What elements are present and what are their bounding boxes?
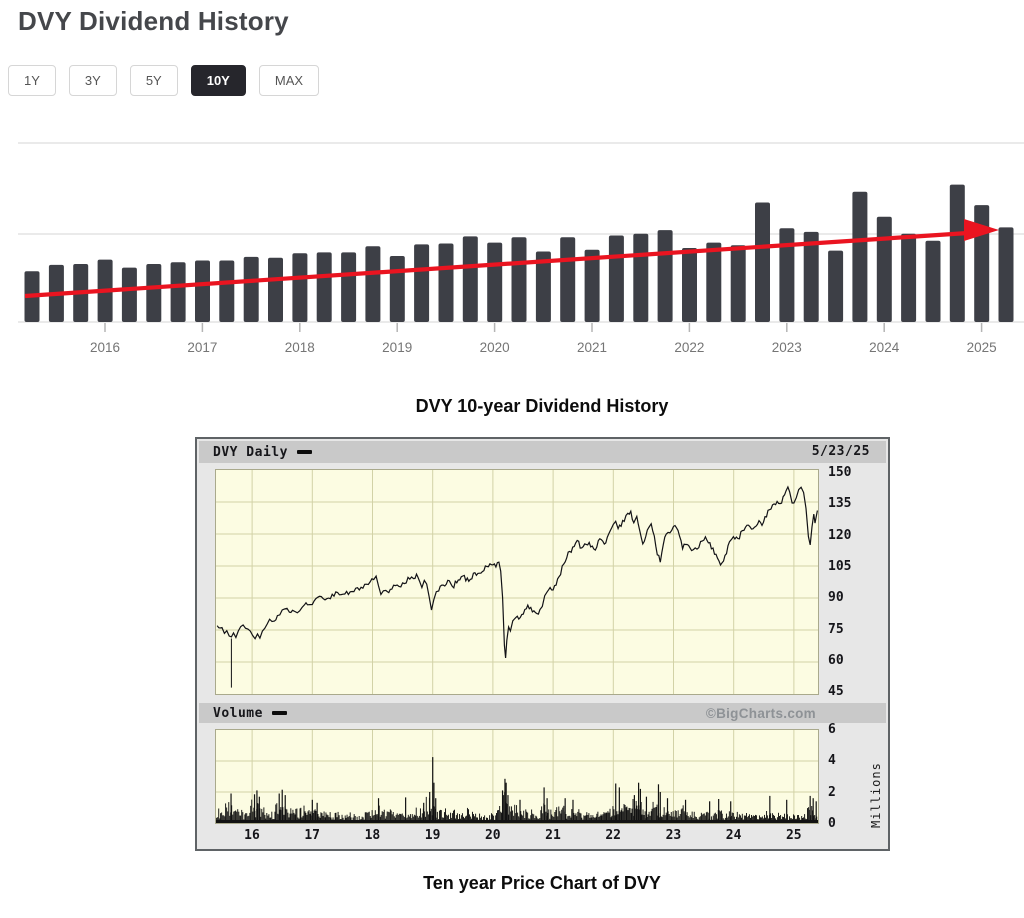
year-axis-tick-label: 24 [725, 828, 742, 843]
price-pane-header: DVY Daily 5/23/25 [199, 441, 886, 463]
svg-text:2018: 2018 [285, 340, 315, 355]
price-axis-tick-label: 105 [828, 559, 852, 574]
page-title: DVY Dividend History [18, 6, 289, 36]
bigcharts-watermark: ©BigCharts.com [705, 705, 816, 721]
svg-text:2017: 2017 [187, 340, 217, 355]
volume-axis-unit-label: Millions [869, 762, 883, 828]
price-axis-tick-label: 90 [828, 590, 844, 606]
price-chart-frame: DVY Daily 5/23/25 150 135 120 105 90 75 60 45 V… [195, 437, 890, 851]
svg-text:2021: 2021 [577, 340, 607, 355]
dividend-bars [24, 184, 1014, 322]
dividend-history-bar-chart: 2016 2017 2018 2019 2020 2021 2022 2023 2024 2025 [18, 142, 1024, 355]
range-button-1y[interactable]: 1Y [8, 65, 56, 96]
svg-text:2016: 2016 [90, 340, 120, 355]
year-axis-tick-label: 25 [785, 828, 802, 843]
price-axis-tick-label: 120 [828, 527, 852, 543]
price-axis-tick-label: 60 [828, 653, 844, 668]
price-axis-tick-label: 135 [828, 496, 852, 512]
svg-text:2025: 2025 [967, 340, 997, 355]
price-axis-tick-label: 45 [828, 684, 844, 700]
year-axis-tick-label: 19 [424, 828, 441, 843]
chart-date-label: 5/23/25 [811, 444, 870, 459]
svg-text:2019: 2019 [382, 340, 412, 355]
year-axis-tick-label: 22 [605, 828, 622, 843]
volume-pane-title: Volume [213, 705, 263, 721]
volume-axis-tick-label: 6 [828, 722, 836, 737]
volume-axis-tick-label: 4 [828, 753, 836, 769]
dividend-chart-caption: DVY 10-year Dividend History [415, 396, 669, 416]
year-axis-tick-label: 21 [545, 828, 561, 843]
year-axis-tick-label: 17 [304, 828, 321, 843]
range-button-10y[interactable]: 10Y [190, 65, 246, 96]
price-axis-tick-label: 150 [828, 465, 852, 480]
price-line-plot [215, 469, 819, 695]
year-axis-tick-label: 20 [484, 828, 501, 843]
trend-arrow [24, 219, 999, 299]
range-button-3y[interactable]: 3Y [68, 65, 117, 96]
range-button-5y[interactable]: 5Y [129, 65, 178, 96]
svg-text:2020: 2020 [480, 340, 510, 355]
year-axis-tick-label: 23 [665, 828, 682, 843]
volume-bar-plot [215, 729, 819, 824]
range-selector: 1Y 3Y 5Y 10Y MAX [8, 65, 320, 96]
price-chart-caption: Ten year Price Chart of DVY [423, 873, 661, 893]
volume-pane-header: Volume ©BigCharts.com [199, 703, 886, 723]
price-legend-dash-icon [296, 450, 312, 454]
svg-text:2022: 2022 [674, 340, 704, 355]
price-pane-title: DVY Daily [213, 444, 288, 460]
volume-legend-dash-icon [271, 711, 287, 715]
year-axis-tick-label: 18 [364, 828, 381, 843]
price-axis-tick-label: 75 [828, 621, 844, 637]
svg-text:2024: 2024 [869, 340, 900, 355]
volume-axis-tick-label: 0 [828, 816, 836, 831]
volume-axis-tick-label: 2 [828, 784, 836, 800]
year-axis-tick-label: 16 [244, 828, 260, 843]
range-button-max[interactable]: MAX [258, 65, 320, 96]
svg-text:2023: 2023 [772, 340, 802, 355]
price-series-line [216, 485, 818, 659]
